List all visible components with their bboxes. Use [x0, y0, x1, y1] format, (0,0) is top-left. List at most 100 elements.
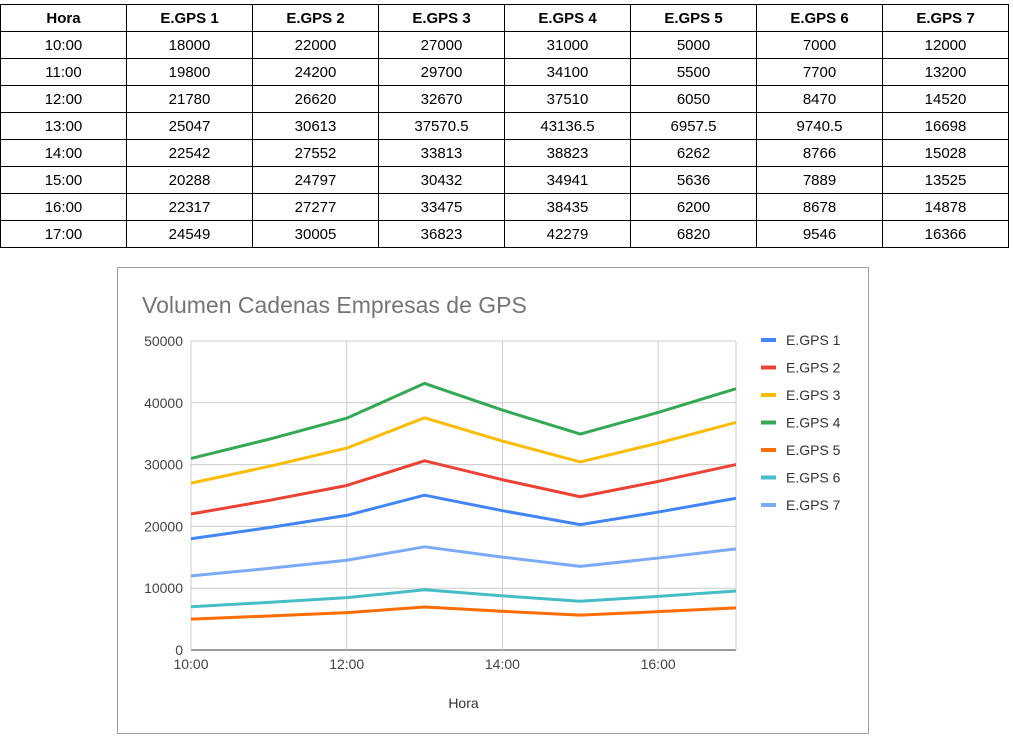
table-cell[interactable]: 25047	[126, 112, 253, 140]
table-cell[interactable]: 7700	[756, 58, 883, 86]
y-tick-label: 50000	[144, 333, 183, 349]
table-cell[interactable]: 26620	[252, 85, 379, 113]
table-cell[interactable]: 15028	[882, 139, 1009, 167]
series-line-1	[190, 493, 737, 541]
table-cell[interactable]: 7889	[756, 166, 883, 194]
table-cell[interactable]: 24200	[252, 58, 379, 86]
table-cell[interactable]: 6050	[630, 85, 757, 113]
legend-swatch	[761, 365, 776, 370]
table-cell[interactable]: 13200	[882, 58, 1009, 86]
table-cell[interactable]: 7000	[756, 31, 883, 59]
table-cell[interactable]: 24549	[126, 220, 253, 248]
table-cell[interactable]: 5636	[630, 166, 757, 194]
table-cell[interactable]: 16:00	[0, 193, 127, 221]
table-cell[interactable]: 14878	[882, 193, 1009, 221]
x-tick-label: 14:00	[485, 656, 520, 672]
column-header[interactable]: E.GPS 4	[504, 4, 631, 32]
table-row: 14:00 22542 27552 33813 38823 6262 8766 15028	[0, 139, 1009, 167]
column-header[interactable]: E.GPS 3	[378, 4, 505, 32]
table-cell[interactable]: 8678	[756, 193, 883, 221]
table-cell[interactable]: 38435	[504, 193, 631, 221]
table-cell[interactable]: 34100	[504, 58, 631, 86]
table-cell[interactable]: 19800	[126, 58, 253, 86]
column-header[interactable]: Hora	[0, 4, 127, 32]
table-cell[interactable]: 33475	[378, 193, 505, 221]
table-cell[interactable]: 30005	[252, 220, 379, 248]
legend-label: E.GPS 3	[786, 387, 841, 403]
column-header[interactable]: E.GPS 5	[630, 4, 757, 32]
table-cell[interactable]: 8766	[756, 139, 883, 167]
table-cell[interactable]: 17:00	[0, 220, 127, 248]
table-cell[interactable]: 11:00	[0, 58, 127, 86]
table-cell[interactable]: 13:00	[0, 112, 127, 140]
table-cell[interactable]: 6957.5	[630, 112, 757, 140]
table-row: 12:00 21780 26620 32670 37510 6050 8470 14520	[0, 85, 1009, 113]
table-cell[interactable]: 33813	[378, 139, 505, 167]
column-header[interactable]: E.GPS 6	[756, 4, 883, 32]
column-header[interactable]: E.GPS 1	[126, 4, 253, 32]
legend-swatch	[761, 420, 776, 425]
table-cell[interactable]: 27000	[378, 31, 505, 59]
table-cell[interactable]: 22317	[126, 193, 253, 221]
column-header[interactable]: E.GPS 7	[882, 4, 1009, 32]
table-cell[interactable]: 6820	[630, 220, 757, 248]
table-cell[interactable]: 36823	[378, 220, 505, 248]
table-row: 15:00 20288 24797 30432 34941 5636 7889 13525	[0, 166, 1009, 194]
chart-title: Volumen Cadenas Empresas de GPS	[142, 292, 527, 318]
table-cell[interactable]: 14520	[882, 85, 1009, 113]
column-header[interactable]: E.GPS 2	[252, 4, 379, 32]
table-cell[interactable]: 20288	[126, 166, 253, 194]
table-cell[interactable]: 43136.5	[504, 112, 631, 140]
series-line-5	[190, 605, 737, 621]
legend-label: E.GPS 5	[786, 442, 841, 458]
table-cell[interactable]: 6262	[630, 139, 757, 167]
table-cell[interactable]: 12000	[882, 31, 1009, 59]
table-cell[interactable]: 5500	[630, 58, 757, 86]
table-cell[interactable]: 16366	[882, 220, 1009, 248]
table-cell[interactable]: 10:00	[0, 31, 127, 59]
table-cell[interactable]: 37510	[504, 85, 631, 113]
table-cell[interactable]: 30432	[378, 166, 505, 194]
table-cell[interactable]: 5000	[630, 31, 757, 59]
legend-swatch	[761, 448, 776, 452]
table-cell[interactable]: 34941	[504, 166, 631, 194]
table-cell[interactable]: 18000	[126, 31, 253, 59]
table-cell[interactable]: 42279	[504, 220, 631, 248]
table-cell[interactable]: 31000	[504, 31, 631, 59]
table-cell[interactable]: 30613	[252, 112, 379, 140]
x-tick-label: 12:00	[329, 656, 364, 672]
table-cell[interactable]: 14:00	[0, 139, 127, 167]
table-cell[interactable]: 37570.5	[378, 112, 505, 140]
table-cell[interactable]: 24797	[252, 166, 379, 194]
legend-swatch	[761, 393, 776, 397]
y-tick-label: 30000	[144, 457, 183, 473]
table-cell[interactable]: 6200	[630, 193, 757, 221]
table-row: 13:00 25047 30613 37570.5 43136.5 6957.5 9740.…	[0, 112, 1009, 140]
table-cell[interactable]: 13525	[882, 166, 1009, 194]
table-cell[interactable]: 8470	[756, 85, 883, 113]
table-cell[interactable]: 12:00	[0, 85, 127, 113]
table-row: 11:00 19800 24200 29700 34100 5500 7700 13200	[0, 58, 1009, 86]
table-cell[interactable]: 22542	[126, 139, 253, 167]
table-cell[interactable]: 9740.5	[756, 112, 883, 140]
table-cell[interactable]: 29700	[378, 58, 505, 86]
table-cell[interactable]: 27277	[252, 193, 379, 221]
legend-swatch	[761, 503, 776, 507]
table-cell[interactable]: 38823	[504, 139, 631, 167]
chart-container: Volumen Cadenas Empresas de GPS 0 10000 200…	[117, 267, 869, 734]
table-cell[interactable]: 27552	[252, 139, 379, 167]
line-chart: Volumen Cadenas Empresas de GPS 0 10000 200…	[142, 292, 841, 711]
series-line-3	[190, 416, 737, 485]
table-row: 16:00 22317 27277 33475 38435 6200 8678 14878	[0, 193, 1009, 221]
y-tick-label: 10000	[144, 580, 183, 596]
y-tick-label: 40000	[144, 395, 183, 411]
legend-label: E.GPS 2	[786, 360, 841, 376]
table-cell[interactable]: 15:00	[0, 166, 127, 194]
table-cell[interactable]: 22000	[252, 31, 379, 59]
table-cell[interactable]: 9546	[756, 220, 883, 248]
table-cell[interactable]: 16698	[882, 112, 1009, 140]
table-cell[interactable]: 32670	[378, 85, 505, 113]
x-axis-label: Hora	[448, 695, 479, 711]
table-cell[interactable]: 21780	[126, 85, 253, 113]
